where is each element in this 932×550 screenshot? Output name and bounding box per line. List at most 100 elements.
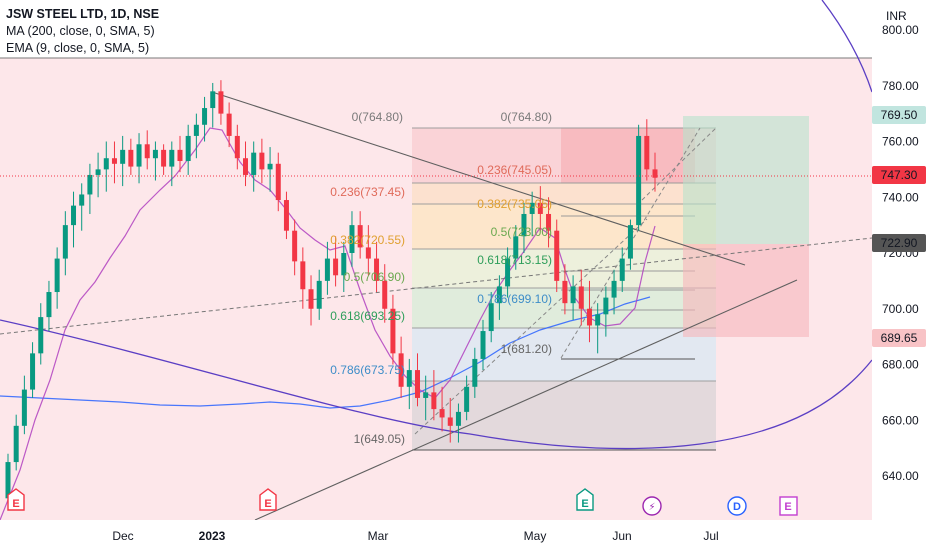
candle-body [275,163,281,201]
candle-body [554,230,560,281]
fib-left-0618: 0.618(693.25) [330,309,405,323]
earnings-event-icon[interactable]: E [7,488,25,511]
candle-body [234,135,240,159]
fib-right-0618: 0.618(713.15) [477,253,552,267]
x-tick-label: 2023 [199,529,226,543]
candle-body [120,149,126,164]
ema9-line[interactable] [0,127,656,521]
earnings-event-icon[interactable]: E [779,496,798,516]
y-tick-label: 700.00 [882,302,919,316]
candle-body [54,258,60,293]
earnings-event-icon[interactable]: E [576,488,594,511]
candle-body [341,253,347,276]
candle-body [455,411,461,426]
candle-body [496,286,502,304]
trendlines[interactable] [0,91,873,521]
symbol-title[interactable]: JSW STEEL LTD, 1D, NSE [6,7,160,21]
candle-body [218,91,224,114]
x-tick-label: Mar [368,529,389,543]
candle-body [382,280,388,309]
candle-body [464,386,470,412]
ma-indicator-label[interactable]: MA (200, close, 0, SMA, 5) [6,24,155,38]
candle-body [46,292,52,318]
time-axis[interactable] [0,520,872,550]
svg-text:689.65: 689.65 [881,331,918,345]
price-label-stop: 689.65 [872,329,926,347]
candle-body [144,144,150,159]
candle-body [185,135,191,162]
y-axis-ticks: 800.00780.00760.00740.00720.00700.00680.… [882,23,919,483]
ema-indicator-label[interactable]: EMA (9, close, 0, SMA, 5) [6,41,150,55]
candle-body [62,225,68,259]
candle-body [38,317,44,354]
candle-body [103,158,109,170]
candle-body [308,289,314,309]
candle-body [349,225,355,253]
candle-body [202,108,208,125]
ma200-line[interactable] [0,296,651,409]
candle-body [562,280,568,304]
fib-right-0786: 0.786(699.10) [477,292,552,306]
candle-body [152,149,158,159]
candle-body [480,331,486,359]
candle-body [95,169,101,175]
candle-body [300,261,306,290]
split-event-icon[interactable]: ⚡ [642,496,662,516]
y-tick-label: 800.00 [882,23,919,37]
x-tick-label: Jun [612,529,631,543]
chart-legend: JSW STEEL LTD, 1D, NSE MA (200, close, 0… [6,6,159,57]
price-axis[interactable] [872,0,932,520]
candle-body [374,258,380,281]
candle-body [472,358,478,387]
candle-body [652,169,658,178]
fib-left-1: 1(649.05) [354,432,405,446]
candle-body [546,213,552,231]
candle-body [578,286,584,309]
svg-text:D: D [733,501,741,513]
earnings-event-icon[interactable]: E [259,488,277,511]
candle-body [316,280,322,309]
arc-curve-top[interactable] [821,0,873,93]
price-label-target: 769.50 [872,106,926,124]
long-position-tool[interactable] [683,116,809,337]
event-markers[interactable]: E E E ⚡ D E [7,488,798,516]
candle-body [267,163,273,170]
fib-right-05: 0.5(723.00) [491,225,552,239]
candle-body [644,135,650,170]
candle-body [603,297,609,315]
candle-body [13,425,19,463]
candle-body [333,258,339,276]
y-tick-label: 640.00 [882,469,919,483]
candle-body [283,200,289,231]
fib-left-05: 0.5(706.90) [344,270,405,284]
candlestick-series [5,80,658,504]
fib-right-1: 1(681.20) [501,342,552,356]
y-tick-label: 760.00 [882,135,919,149]
svg-text:⚡: ⚡ [648,502,655,513]
candle-body [636,135,642,226]
candle-body [357,225,363,248]
fib-left-0786: 0.786(673.75) [330,363,405,377]
x-tick-label: Jul [703,529,718,543]
candle-body [226,113,232,136]
dividend-event-icon[interactable]: D [727,496,747,516]
arc-curve[interactable] [0,319,873,450]
fib-left-0382: 0.382(720.55) [330,233,405,247]
candle-body [611,280,617,298]
y-tick-label: 740.00 [882,190,919,204]
candle-body [529,202,535,214]
candle-body [136,144,142,167]
candle-body [87,174,93,195]
candle-body [423,392,429,398]
candle-body [30,353,36,390]
svg-text:722.90: 722.90 [881,236,918,250]
candle-body [521,213,527,237]
svg-text:769.50: 769.50 [881,108,918,122]
fib-left-0: 0(764.80) [352,110,403,124]
candle-body [5,462,11,499]
svg-text:E: E [264,498,271,510]
candle-body [324,258,330,281]
candle-body [488,303,494,332]
y-tick-label: 780.00 [882,79,919,93]
